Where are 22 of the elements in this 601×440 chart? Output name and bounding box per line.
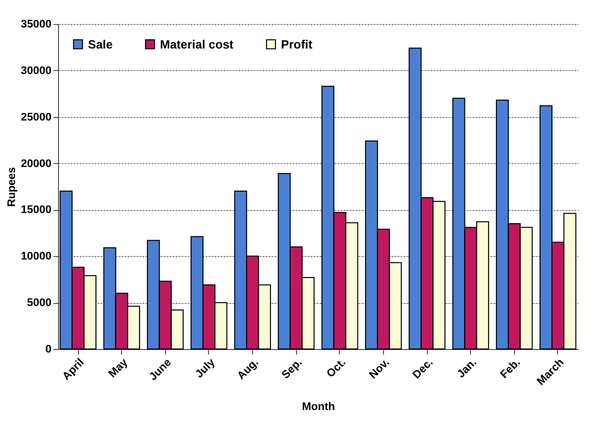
x-tick-label: Sep.: [280, 356, 305, 382]
legend-label: Profit: [281, 37, 312, 52]
y-tick-label: 25000: [20, 111, 52, 124]
y-tick-label: 30000: [20, 64, 52, 77]
x-tick-label: May: [106, 356, 131, 380]
x-tick-label: July: [193, 356, 218, 381]
y-tick-label: 10000: [20, 250, 52, 263]
legend-label: Sale: [88, 37, 114, 52]
x-tick-label: Oct.: [324, 356, 348, 380]
x-axis-title: Month: [302, 401, 336, 414]
y-tick-label: 5000: [27, 297, 52, 310]
y-axis-title: Rupees: [6, 167, 18, 207]
x-tick-label: Dec.: [410, 356, 436, 382]
x-tick-label: Aug.: [235, 356, 262, 382]
x-tick-label: Nov.: [367, 356, 392, 382]
legend-label: Material cost: [160, 37, 234, 52]
x-tick-label: Jan.: [455, 356, 480, 381]
y-tick-label: 20000: [20, 158, 52, 170]
y-tick-label: 0: [45, 344, 52, 356]
y-tick-label: 35000: [20, 18, 52, 30]
y-tick-label: 15000: [20, 204, 52, 216]
x-tick-label: Feb.: [498, 356, 523, 381]
